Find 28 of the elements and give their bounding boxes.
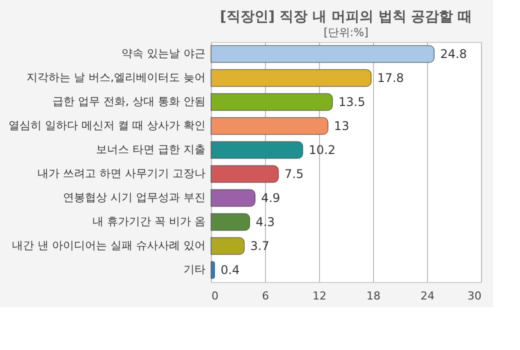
data-label: 4.9 (261, 191, 280, 205)
x-tick-label: 30 (468, 290, 482, 302)
y-tick-label: 기타 (184, 263, 206, 276)
x-tick-label: 12 (312, 290, 326, 302)
y-tick-label: 보너스 타면 급한 지출 (96, 143, 206, 156)
data-label: 3.7 (250, 239, 270, 253)
y-tick-label: 약속 있는날 야근 (122, 47, 206, 60)
y-tick-label: 내 휴가기간 꼭 비가 옴 (92, 215, 206, 228)
data-label: 10.2 (308, 143, 336, 157)
y-tick-label: 연봉협상 시기 업무성과 부진 (63, 191, 206, 204)
data-label: 13.5 (338, 95, 366, 109)
y-tick-label: 내가 쓰려고 하면 사무기기 고장나 (38, 167, 206, 180)
x-tick-label: 18 (366, 290, 380, 302)
y-tick-label: 급한 업무 전화, 상대 통화 안됨 (52, 95, 206, 108)
y-tick-label: 지각하는 날 버스,엘리베이터도 늦어 (26, 71, 206, 84)
chart-title: [직장인] 직장 내 머피의 법칙 공감할 때 (220, 9, 472, 25)
x-tick-label: 24 (420, 290, 434, 302)
data-label: 13 (334, 119, 350, 133)
data-label: 24.8 (440, 47, 467, 61)
data-label: 7.5 (284, 167, 304, 181)
data-label: 4.3 (256, 215, 275, 229)
data-label: 17.8 (377, 71, 404, 85)
x-tick-label: 0 (212, 290, 218, 302)
y-tick-label: 열심히 일하다 메신저 켤 때 상사가 확인 (8, 119, 206, 132)
y-tick-label: 내간 낸 아이디어는 실패 슈사사례 있어 (12, 239, 206, 252)
chart-subtitle: [단위:%] (324, 26, 368, 39)
x-tick-label: 6 (262, 290, 269, 302)
data-label: 0.4 (220, 263, 240, 277)
